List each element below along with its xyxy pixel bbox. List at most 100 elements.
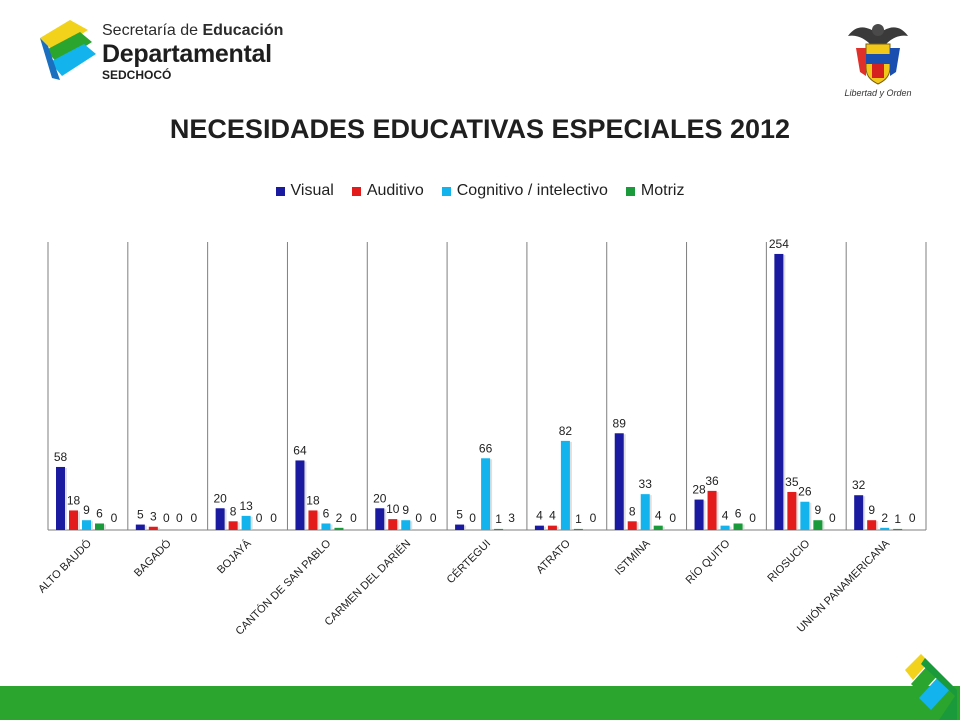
data-label: 20	[373, 491, 387, 505]
bar-visual	[774, 253, 784, 530]
bar-visual	[614, 433, 624, 530]
seal-motto: Libertad y Orden	[844, 88, 912, 98]
bar-cognitivo	[800, 501, 810, 530]
data-label: 13	[239, 499, 253, 513]
coat-of-arms-icon	[848, 24, 908, 85]
bar-visual	[295, 460, 305, 530]
data-label: 36	[705, 474, 719, 488]
data-label: 0	[749, 511, 756, 525]
bar-cognitivo	[241, 515, 251, 530]
data-label: 8	[230, 504, 237, 518]
legend-swatch-visual	[275, 186, 285, 196]
legend-label-motriz: Motriz	[640, 182, 685, 199]
bar-visual	[455, 524, 465, 530]
logo-stripes-icon	[40, 20, 96, 80]
data-label: 0	[430, 511, 437, 525]
bar-visual	[56, 466, 65, 530]
bar-auditivo	[228, 521, 238, 530]
data-label: 4	[655, 509, 662, 523]
footer-bar	[0, 686, 960, 720]
data-label: 0	[909, 511, 916, 525]
data-label: 6	[735, 506, 742, 520]
bar-cognitivo	[321, 523, 331, 530]
bar-visual	[694, 499, 704, 530]
bar-cognitivo	[720, 525, 730, 530]
legend-item-auditivo: Auditivo	[351, 182, 424, 200]
bar-auditivo	[627, 521, 637, 530]
data-label: 9	[83, 503, 90, 517]
data-label: 66	[479, 441, 493, 455]
legend-swatch-motriz	[625, 186, 635, 196]
data-label: 0	[111, 511, 118, 525]
data-label: 26	[798, 485, 812, 499]
data-label: 33	[639, 477, 653, 491]
data-label: 1	[575, 512, 582, 526]
data-label: 5	[456, 508, 463, 522]
bar-auditivo	[547, 525, 557, 530]
x-tick-label: ISTMINA	[613, 537, 653, 577]
x-tick-label: UNIÓN PANAMERICANA	[794, 536, 893, 635]
data-label: 4	[536, 509, 543, 523]
data-label: 2	[336, 511, 343, 525]
bar-auditivo	[707, 490, 717, 530]
data-label: 18	[67, 493, 81, 507]
data-label: 20	[213, 491, 227, 505]
legend-label-auditivo: Auditivo	[366, 182, 424, 199]
bar-motriz	[334, 527, 344, 530]
data-label: 3	[150, 510, 157, 524]
data-label: 0	[190, 511, 197, 525]
data-label: 89	[613, 416, 627, 430]
sedchoco-logo: Secretaría de Educación Departamental SE…	[40, 20, 283, 82]
colombia-seal: Libertad y Orden	[842, 18, 914, 102]
x-tick-label: ALTO BAUDÓ	[35, 537, 94, 596]
data-label: 3	[508, 511, 515, 525]
x-tick-label: ATRATO	[534, 537, 573, 576]
bar-motriz	[653, 525, 663, 530]
data-label: 0	[256, 511, 263, 525]
bar-visual	[534, 525, 544, 530]
bar-auditivo	[148, 526, 158, 530]
data-label: 0	[829, 511, 836, 525]
data-label: 1	[495, 512, 502, 526]
bar-visual	[375, 508, 385, 530]
data-label: 0	[270, 511, 277, 525]
data-label: 4	[549, 509, 556, 523]
chart-title: NECESIDADES EDUCATIVAS ESPECIALES 2012	[169, 114, 791, 144]
bar-visual	[135, 524, 145, 530]
bar-cognitivo	[880, 527, 890, 530]
data-label: 18	[306, 493, 320, 507]
data-label: 82	[559, 424, 573, 438]
bar-motriz	[573, 528, 583, 530]
bar-motriz	[95, 523, 104, 530]
bar-visual	[854, 495, 864, 530]
bar-cognitivo	[481, 458, 491, 530]
x-tick-label: BAGADÓ	[131, 537, 174, 580]
bar-motriz	[733, 523, 743, 530]
bar-motriz	[494, 528, 504, 530]
legend-label-cognitivo: Cognitivo / intelectivo	[456, 182, 608, 199]
data-label: 9	[815, 503, 822, 517]
bar-motriz	[893, 528, 903, 530]
bar-auditivo	[388, 519, 398, 530]
legend-swatch-cognitivo	[441, 186, 451, 196]
legend-item-cognitivo: Cognitivo / intelectivo	[441, 182, 608, 200]
data-label: 9	[402, 503, 409, 517]
x-tick-label: CÉRTEGUI	[444, 537, 493, 586]
data-label: 0	[350, 511, 357, 525]
logo-text-departamental: Departamental	[102, 40, 272, 68]
data-label: 1	[894, 512, 901, 526]
x-tick-label: BOJAYÁ	[214, 536, 254, 576]
data-label: 0	[415, 511, 422, 525]
bar-cognitivo	[82, 520, 91, 530]
data-label: 32	[852, 478, 866, 492]
data-label: 0	[469, 511, 476, 525]
data-label: 8	[629, 504, 636, 518]
bar-auditivo	[69, 510, 78, 530]
data-label: 9	[868, 503, 875, 517]
data-label: 0	[176, 511, 183, 525]
data-label: 6	[96, 506, 103, 520]
logo-text-sedchoco: SEDCHOCÓ	[102, 68, 172, 82]
data-label: 5	[137, 508, 144, 522]
data-label: 0	[590, 511, 597, 525]
legend-item-motriz: Motriz	[625, 182, 685, 200]
